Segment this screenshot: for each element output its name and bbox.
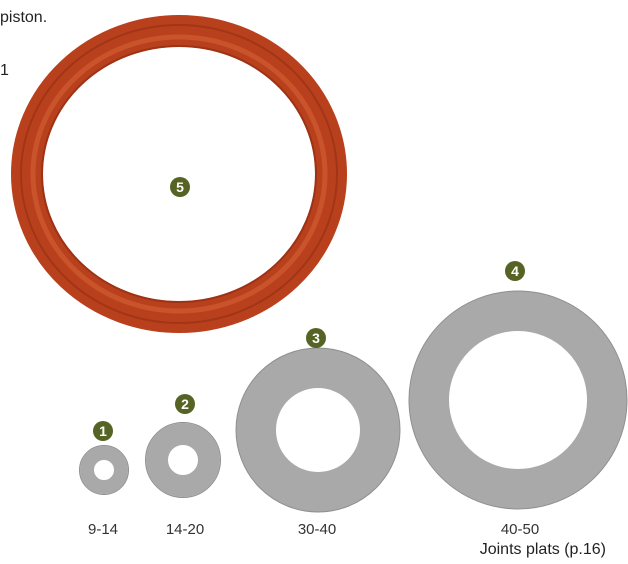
washer-1-image <box>79 445 129 495</box>
washer-2-size: 14-20 <box>165 521 205 538</box>
washer-3-badge: 3 <box>306 328 326 348</box>
washer-1-badge: 1 <box>93 421 113 441</box>
washer-3-image <box>235 347 401 513</box>
caption-joints-plats: Joints plats (p.16) <box>479 541 606 558</box>
washer-2-badge: 2 <box>175 394 195 414</box>
washer-2-image <box>145 422 221 498</box>
badge-oring: 5 <box>170 177 190 197</box>
washer-3-size: 30-40 <box>297 521 337 538</box>
washer-4-image <box>408 290 628 510</box>
text-fragment-number: 1 <box>0 62 9 79</box>
washer-4-badge: 4 <box>505 261 525 281</box>
washer-1-size: 9-14 <box>87 521 119 538</box>
washer-4-size: 40-50 <box>500 521 540 538</box>
text-fragment-piston: piston. <box>0 9 48 26</box>
